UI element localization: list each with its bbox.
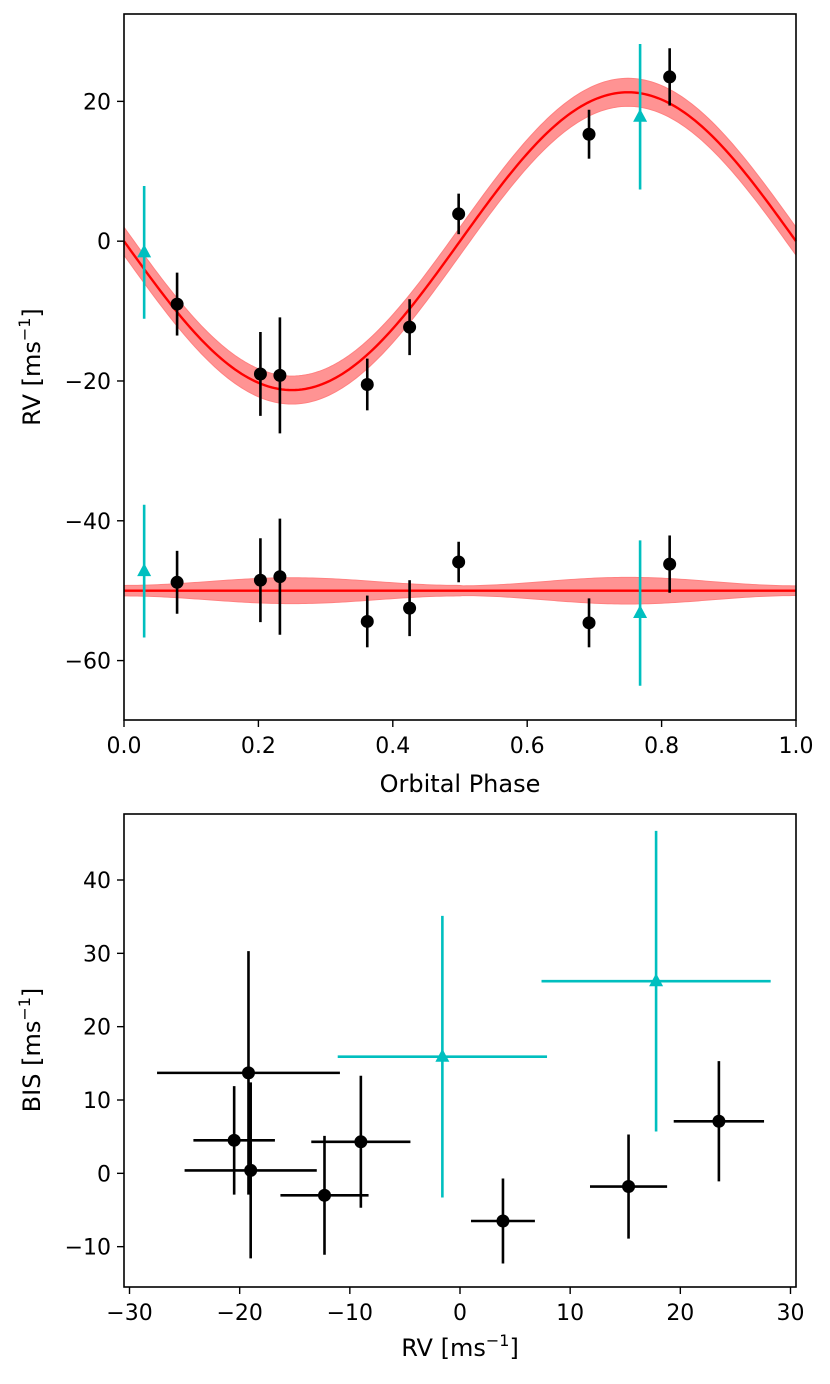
data-point-circle [360, 377, 374, 391]
y-tick-label: 0 [97, 1162, 111, 1187]
rv-phase-axes-frame [123, 13, 797, 721]
data-point-circle [663, 557, 677, 571]
data-point-triangle [137, 563, 152, 577]
data-point-circle [452, 555, 466, 569]
data-point-circle [712, 1114, 726, 1128]
x-tick-label: 0.6 [510, 734, 545, 759]
y-tick-label: −10 [65, 1236, 111, 1261]
y-tick-label: −20 [65, 370, 111, 395]
y-tick-label: 0 [97, 230, 111, 255]
x-tick-label: 0.0 [107, 734, 142, 759]
data-point-triangle [435, 1048, 450, 1062]
data-point-circle [253, 573, 267, 587]
bis-rv-axes-frame [123, 813, 797, 1288]
data-point-circle [170, 297, 184, 311]
data-point-circle [241, 1066, 255, 1080]
y-tick-label: −60 [65, 650, 111, 675]
data-point-triangle [633, 605, 648, 619]
data-point-circle [403, 320, 417, 334]
y-tick-label: 10 [83, 1089, 111, 1114]
data-point-circle [663, 70, 677, 84]
data-point-circle [582, 616, 596, 630]
data-point-circle [253, 367, 267, 381]
y-tick-label: −40 [65, 510, 111, 535]
x-tick-label: 0.2 [241, 734, 276, 759]
y-tick-label: 40 [83, 869, 111, 894]
x-tick-label: 30 [776, 1301, 804, 1326]
x-tick-label: 0.8 [644, 734, 679, 759]
bis-rv-xlabel: RV [ms−1] [401, 1331, 519, 1362]
x-tick-label: 10 [556, 1301, 584, 1326]
rv-phase-xlabel: Orbital Phase [380, 770, 541, 798]
rv-phase-plot-area [123, 44, 797, 686]
x-tick-label: 0 [453, 1301, 467, 1326]
y-tick-label: 20 [83, 1016, 111, 1041]
data-point-circle [496, 1214, 510, 1228]
x-tick-label: −10 [327, 1301, 373, 1326]
rv-phase-ticks: 0.0 0.2 0.4 0.6 0.8 1.0 20 0 −20 −40 −60 [65, 90, 814, 759]
data-point-circle [273, 570, 287, 584]
data-point-circle [244, 1163, 258, 1177]
data-point-circle [360, 614, 374, 628]
x-tick-label: −30 [106, 1301, 152, 1326]
bis-rv-plot-area [157, 830, 771, 1264]
data-point-circle [452, 207, 466, 221]
y-tick-label: 30 [83, 942, 111, 967]
bis-rv-panel: −30 −20 −10 0 10 20 30 40 30 20 10 0 −10 RV [ms−1] B… [15, 813, 805, 1362]
x-tick-label: 1.0 [779, 734, 814, 759]
data-point-triangle [633, 108, 648, 122]
rv-phase-panel: 0.0 0.2 0.4 0.6 0.8 1.0 20 0 −20 −40 −60 Orbital P… [15, 13, 814, 798]
x-tick-label: 0.4 [375, 734, 410, 759]
data-point-circle [227, 1133, 241, 1147]
data-point-triangle [137, 244, 152, 258]
data-point-circle [273, 368, 287, 382]
x-tick-label: 20 [666, 1301, 694, 1326]
data-point-circle [403, 601, 417, 615]
data-point-circle [170, 575, 184, 589]
model-curve [123, 91, 797, 392]
bis-rv-ticks: −30 −20 −10 0 10 20 30 40 30 20 10 0 −10 [65, 869, 805, 1326]
data-point-circle [582, 127, 596, 141]
bis-rv-ylabel: BIS [ms−1] [15, 988, 46, 1113]
rv-phase-ylabel: RV [ms−1] [15, 308, 46, 426]
data-point-triangle [649, 973, 664, 987]
data-point-circle [317, 1188, 331, 1202]
y-tick-label: 20 [83, 90, 111, 115]
data-point-circle [354, 1135, 368, 1149]
data-point-circle [622, 1180, 636, 1194]
x-tick-label: −20 [216, 1301, 262, 1326]
